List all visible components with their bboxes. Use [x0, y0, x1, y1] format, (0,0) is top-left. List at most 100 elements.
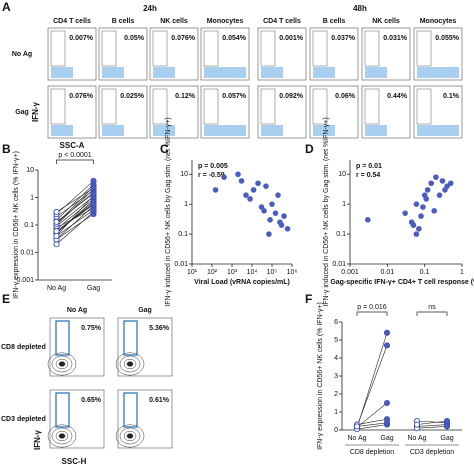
gate: [101, 88, 117, 125]
cell-cloud: [261, 125, 283, 136]
cell-cloud: [417, 125, 459, 136]
contour: [115, 352, 145, 376]
pair-line: [356, 424, 388, 430]
gate: [312, 88, 328, 125]
point: [263, 183, 269, 189]
y-tick-label: 0.01: [20, 249, 34, 256]
y-axis-title: IFN-γ expression in CD56+ NK cells (% IF…: [13, 151, 20, 299]
stat-annotation: r = 0.54: [356, 172, 380, 179]
point: [266, 231, 272, 237]
x-tick-label: No Ag: [407, 435, 426, 442]
x-tick-label: 10³: [227, 269, 238, 276]
axis-title: IFN-γ: [31, 101, 40, 122]
y-tick-label: 0.1: [24, 222, 34, 229]
contour: [58, 361, 66, 367]
y-tick-label: 1: [184, 201, 188, 208]
column-header: NK cells: [160, 18, 188, 25]
gate: [55, 320, 70, 356]
point: [443, 423, 451, 430]
row-label: No Ag: [12, 51, 32, 58]
pair-line: [416, 420, 448, 425]
point: [383, 342, 391, 349]
stat-annotation: p = 0.016: [357, 304, 386, 311]
column-header: Gag: [138, 307, 152, 314]
contour: [58, 433, 66, 439]
cell-cloud: [261, 67, 283, 78]
column-header: CD4 T cells: [263, 18, 301, 25]
gate: [123, 392, 138, 428]
contour: [119, 427, 141, 445]
y-tick-label: 10: [338, 171, 346, 178]
x-tick-label: 0.1: [420, 269, 430, 276]
y-tick-label: 2: [334, 391, 338, 398]
row-label: CD3 depleted: [1, 416, 46, 423]
point: [443, 417, 451, 425]
stat-annotation: p = 0.01: [356, 163, 382, 170]
y-tick-label: 10: [180, 171, 188, 178]
contour: [123, 358, 137, 370]
x-tick-label: No Ag: [347, 435, 366, 442]
point: [261, 208, 267, 214]
x-tick-label: 10⁶: [287, 269, 298, 276]
pair-line: [56, 187, 94, 213]
point: [272, 210, 279, 216]
gate: [152, 88, 168, 125]
gate: [416, 30, 432, 67]
cell-cloud: [153, 67, 175, 78]
gate-percent: 0.025%: [120, 93, 145, 100]
gate: [203, 30, 219, 67]
point: [442, 187, 448, 193]
contour: [47, 424, 77, 448]
point: [275, 192, 281, 198]
x-tick-label: Gag: [380, 435, 393, 442]
pair-line: [56, 193, 94, 223]
point: [402, 210, 408, 216]
point: [416, 226, 422, 232]
contour: [123, 430, 137, 442]
pair-line: [56, 196, 94, 227]
gate-percent: 0.06%: [335, 93, 356, 100]
point: [428, 180, 435, 187]
point: [221, 174, 227, 180]
gate: [416, 88, 432, 125]
gate: [50, 30, 66, 67]
x-axis-title: Viral Load (vRNA copies/mL): [194, 279, 290, 286]
point: [353, 423, 361, 430]
contour: [47, 352, 77, 376]
x-tick-label: 0.01: [381, 269, 395, 276]
pair-line: [356, 402, 388, 428]
gate: [152, 30, 168, 67]
point: [277, 219, 283, 225]
column-header: B cells: [112, 18, 135, 25]
point: [284, 226, 291, 232]
gate-percent: 5.36%: [149, 325, 170, 332]
contour: [51, 355, 73, 373]
significance-bracket: [416, 311, 448, 316]
gate-percent: 0.076%: [171, 35, 196, 42]
cell-cloud: [102, 125, 124, 136]
contour: [126, 433, 134, 439]
y-tick-label: 0.01: [332, 261, 346, 268]
column-header: NK cells: [372, 18, 400, 25]
y-tick-label: 1: [30, 194, 34, 201]
significance-bracket: [56, 159, 94, 164]
y-axis-title: IFN-γ induced in CD56+ NK cells by Gag s…: [323, 117, 330, 306]
gate-percent: 0.037%: [331, 35, 356, 42]
gate: [364, 88, 380, 125]
pair-line: [416, 426, 448, 429]
column-header: Monocytes: [420, 18, 457, 25]
gate-percent: 0.75%: [81, 325, 102, 332]
flow-plot: [117, 317, 173, 377]
point: [383, 419, 391, 426]
cell-cloud: [204, 67, 246, 78]
row-label: CD8 depleted: [1, 344, 46, 351]
cell-cloud: [153, 125, 175, 136]
point: [212, 187, 219, 193]
cell-cloud: [365, 125, 387, 136]
flow-plot: [49, 389, 105, 449]
y-tick-label: 6: [334, 319, 338, 326]
gate: [364, 30, 380, 67]
gate-percent: 0.44%: [387, 93, 408, 100]
significance-bracket: [356, 311, 388, 316]
